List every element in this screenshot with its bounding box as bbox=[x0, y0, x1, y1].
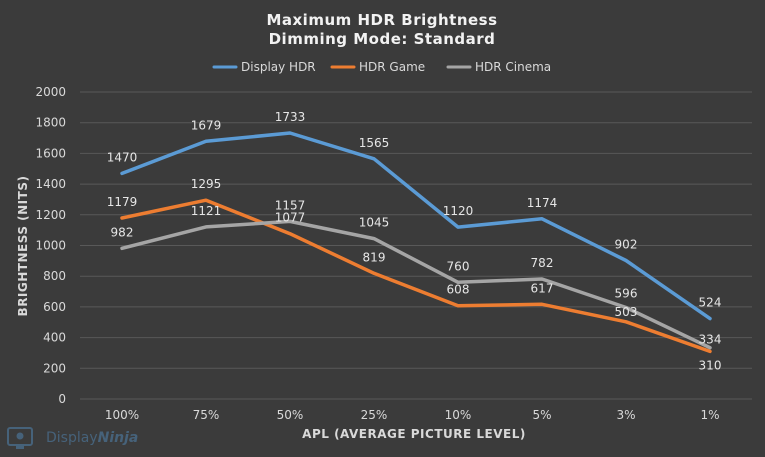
y-tick-label: 1600 bbox=[35, 146, 66, 160]
legend-label: HDR Game bbox=[359, 60, 425, 74]
x-tick-label: 10% bbox=[445, 408, 472, 422]
data-label: 1179 bbox=[107, 195, 138, 209]
y-tick-label: 800 bbox=[43, 269, 66, 283]
data-label: 1045 bbox=[359, 216, 390, 230]
chart-subtitle: Dimming Mode: Standard bbox=[269, 30, 496, 48]
data-label: 1157 bbox=[275, 198, 306, 212]
series-lines bbox=[120, 131, 712, 354]
data-label: 1121 bbox=[191, 204, 222, 218]
svg-text:DisplayNinja: DisplayNinja bbox=[46, 430, 138, 446]
gridlines bbox=[80, 91, 752, 400]
chart-titles: Maximum HDR Brightness Dimming Mode: Sta… bbox=[266, 11, 497, 48]
data-label: 1679 bbox=[191, 118, 222, 132]
data-label: 596 bbox=[615, 287, 638, 301]
y-tick-label: 1400 bbox=[35, 177, 66, 191]
data-label: 334 bbox=[699, 333, 722, 347]
chart-title: Maximum HDR Brightness bbox=[266, 11, 497, 29]
x-tick-label: 1% bbox=[700, 408, 719, 422]
y-axis-title: BRIGHTNESS (NITS) bbox=[16, 176, 30, 317]
y-tick-label: 400 bbox=[43, 331, 66, 345]
x-tick-label: 50% bbox=[277, 408, 304, 422]
y-tick-label: 1200 bbox=[35, 208, 66, 222]
y-tick-label: 0 bbox=[58, 392, 66, 406]
data-label: 982 bbox=[111, 225, 134, 239]
y-tick-label: 200 bbox=[43, 361, 66, 375]
monitor-icon bbox=[7, 427, 33, 449]
legend-item: Display HDR bbox=[212, 60, 316, 74]
data-label: 608 bbox=[447, 283, 470, 297]
data-label: 1120 bbox=[443, 204, 474, 218]
watermark-text-ninja: Ninja bbox=[98, 430, 139, 446]
y-tick-label: 1800 bbox=[35, 116, 66, 130]
data-label: 1470 bbox=[107, 150, 138, 164]
x-tick-label: 100% bbox=[105, 408, 139, 422]
data-label: 1077 bbox=[275, 211, 306, 225]
y-tick-label: 1000 bbox=[35, 239, 66, 253]
watermark-text-display: Display bbox=[46, 430, 98, 446]
x-tick-label: 5% bbox=[532, 408, 551, 422]
data-label: 1565 bbox=[359, 136, 390, 150]
data-label: 1295 bbox=[191, 177, 222, 191]
x-tick-label: 3% bbox=[616, 408, 635, 422]
display-ninja-watermark: DisplayNinja bbox=[7, 427, 138, 449]
legend-item: HDR Cinema bbox=[446, 60, 551, 74]
y-tick-label: 2000 bbox=[35, 85, 66, 99]
x-tick-label: 25% bbox=[361, 408, 388, 422]
data-label: 760 bbox=[447, 259, 470, 273]
data-label: 819 bbox=[363, 250, 386, 264]
y-tick-label: 600 bbox=[43, 300, 66, 314]
series-line bbox=[120, 219, 712, 350]
legend-label: Display HDR bbox=[241, 60, 316, 74]
data-label: 1733 bbox=[275, 110, 306, 124]
series-line bbox=[120, 131, 712, 321]
x-tick-label: 75% bbox=[193, 408, 220, 422]
data-label: 782 bbox=[531, 256, 554, 270]
legend: Display HDR HDR Game HDR Cinema bbox=[212, 60, 551, 74]
legend-label: HDR Cinema bbox=[475, 60, 551, 74]
data-label: 503 bbox=[615, 305, 638, 319]
x-axis-title: APL (AVERAGE PICTURE LEVEL) bbox=[302, 427, 526, 441]
series-line bbox=[120, 198, 712, 354]
data-label: 902 bbox=[615, 238, 638, 252]
data-label: 310 bbox=[699, 358, 722, 372]
data-label: 1174 bbox=[527, 196, 558, 210]
data-label: 524 bbox=[699, 296, 722, 310]
x-axis-ticks: 100% 75% 50% 25% 10% 5% 3% 1% bbox=[105, 408, 720, 422]
y-axis-ticks: 0 200 400 600 800 1000 1200 1400 1600 1800 2000 bbox=[35, 85, 66, 406]
legend-item: HDR Game bbox=[330, 60, 425, 74]
data-label: 617 bbox=[531, 281, 554, 295]
data-labels: 1470 1679 1733 1565 1120 1174 902 524 1179 1295 10… bbox=[107, 110, 722, 372]
